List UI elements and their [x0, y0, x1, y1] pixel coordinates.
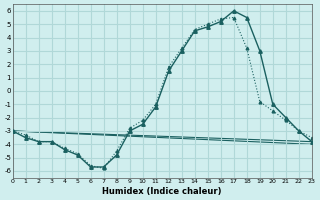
X-axis label: Humidex (Indice chaleur): Humidex (Indice chaleur) [102, 187, 222, 196]
